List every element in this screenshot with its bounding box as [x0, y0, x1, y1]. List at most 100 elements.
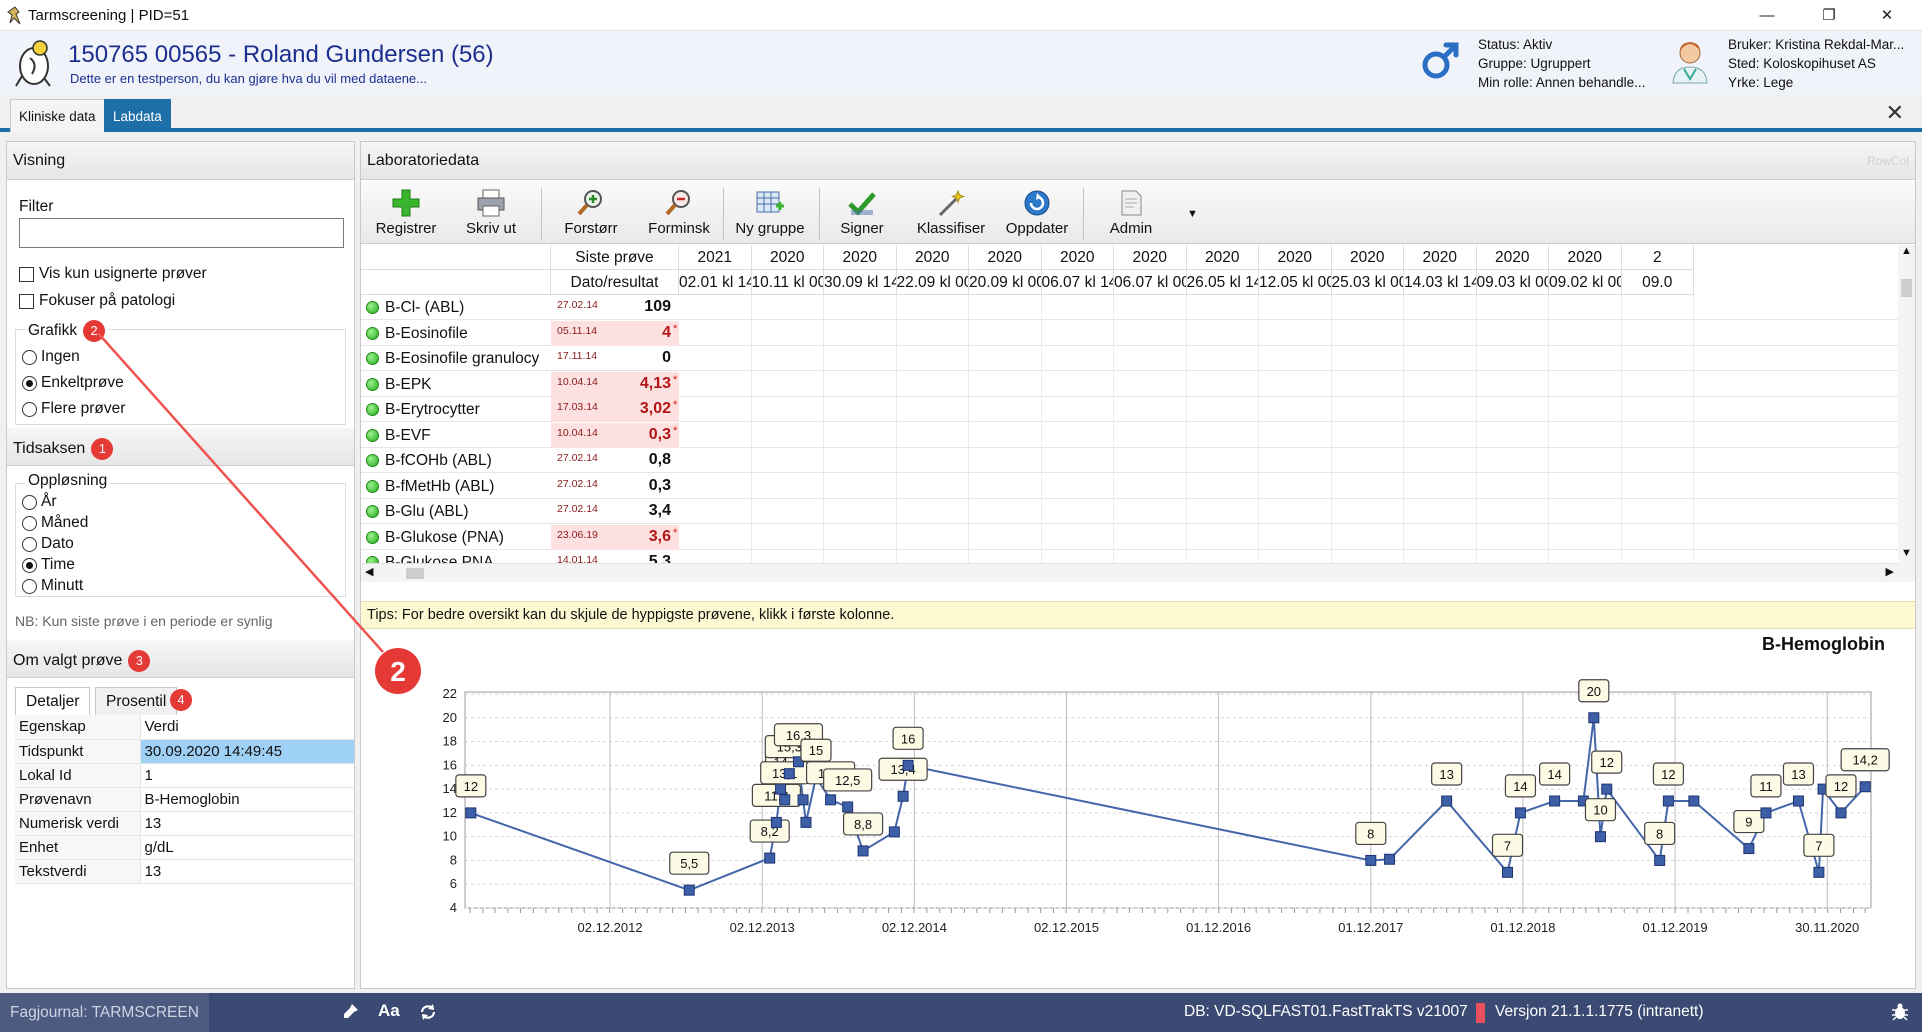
column-year[interactable]: 2021: [679, 245, 752, 270]
column-year[interactable]: 2020: [824, 245, 897, 270]
status-dot-icon[interactable]: [366, 530, 379, 544]
table-row[interactable]: Tidspunkt 30.09.2020 14:49:45: [15, 739, 354, 764]
opplosning-ar-radio[interactable]: [22, 495, 37, 510]
test-name[interactable]: B-Cl- (ABL): [385, 299, 465, 316]
column-year[interactable]: 2020: [1186, 245, 1259, 270]
sample-value[interactable]: 0: [662, 349, 671, 366]
status-dot-icon[interactable]: [366, 454, 379, 467]
prop-value[interactable]: 1: [140, 763, 354, 788]
column-date[interactable]: 06.07 kl 00: [1114, 270, 1187, 295]
column-date[interactable]: 12.05 kl 00: [1259, 270, 1332, 295]
patho-checkbox[interactable]: [19, 294, 34, 309]
toolbar-dropdown-icon[interactable]: ▼: [1187, 208, 1198, 220]
sample-value[interactable]: 109: [644, 298, 671, 315]
scroll-thumb[interactable]: [1901, 279, 1912, 297]
grafikk-ingen-radio[interactable]: [22, 350, 37, 365]
tab-kliniske-data[interactable]: Kliniske data: [10, 99, 105, 132]
status-dot-icon[interactable]: [366, 428, 379, 442]
sample-value[interactable]: 3,02: [639, 400, 671, 417]
column-date[interactable]: 02.01 kl 14: [679, 270, 752, 295]
close-tab-icon[interactable]: ✕: [1885, 100, 1904, 125]
opplosning-maned-radio[interactable]: [22, 516, 37, 531]
registrer-button[interactable]: Registrer: [371, 182, 441, 244]
column-year[interactable]: 2020: [1041, 245, 1114, 270]
sample-value[interactable]: 4,13: [639, 374, 671, 392]
test-name[interactable]: B-Erytrocytter: [385, 401, 480, 418]
grafikk-flere-radio[interactable]: [22, 402, 37, 417]
scroll-hthumb[interactable]: [406, 568, 424, 579]
status-dot-icon[interactable]: [366, 505, 379, 518]
table-row[interactable]: Lokal Id 1: [15, 763, 354, 788]
klassifiser-button[interactable]: Klassifiser: [909, 182, 993, 244]
table-row[interactable]: B-Cl- (ABL) 27.02.14 109: [361, 295, 1898, 320]
column-date[interactable]: 09.02 kl 00: [1549, 270, 1622, 295]
oppdater-button[interactable]: Oppdater: [999, 182, 1075, 244]
admin-button[interactable]: Admin: [1091, 182, 1171, 244]
test-name[interactable]: B-EPK: [385, 375, 432, 393]
prop-value[interactable]: g/dL: [140, 835, 354, 860]
opplosning-time-radio[interactable]: [22, 558, 37, 573]
table-row[interactable]: Enhet g/dL: [15, 835, 354, 860]
skriv-ut-button[interactable]: Skriv ut: [451, 182, 531, 244]
status-dot-icon[interactable]: [366, 403, 379, 416]
table-row[interactable]: B-Eosinofile granulocy 17.11.14 0: [361, 346, 1898, 371]
scroll-up-icon[interactable]: ▲: [1901, 245, 1912, 257]
filter-input[interactable]: [19, 218, 344, 248]
prop-value[interactable]: B-Hemoglobin: [140, 787, 354, 812]
column-date[interactable]: 10.11 kl 00: [751, 270, 824, 295]
sample-value[interactable]: 0,3: [648, 476, 671, 494]
status-dot-icon[interactable]: [366, 352, 379, 365]
test-name[interactable]: B-Glukose (PNA): [385, 528, 504, 546]
table-row[interactable]: B-EVF 10.04.14 0,3 *: [361, 422, 1898, 448]
opplosning-minutt-radio[interactable]: [22, 579, 37, 594]
signer-button[interactable]: Signer: [827, 182, 897, 244]
test-name[interactable]: B-Eosinofile: [385, 324, 468, 342]
table-row[interactable]: B-Glu (ABL) 27.02.14 3,4: [361, 499, 1898, 524]
test-name[interactable]: B-EVF: [385, 426, 431, 444]
table-row[interactable]: B-EPK 10.04.14 4,13 *: [361, 371, 1898, 397]
tab-prosentil[interactable]: Prosentil: [95, 687, 178, 715]
column-date[interactable]: 06.07 kl 14: [1041, 270, 1114, 295]
column-year[interactable]: 2020: [1404, 245, 1477, 270]
prop-value[interactable]: 13: [140, 811, 354, 836]
column-date[interactable]: 30.09 kl 14: [824, 270, 897, 295]
sample-value[interactable]: 3,4: [648, 502, 671, 519]
column-date[interactable]: 09.03 kl 00: [1476, 270, 1549, 295]
grafikk-enkeltprove-radio[interactable]: [22, 376, 37, 391]
column-year[interactable]: 2020: [1114, 245, 1187, 270]
test-name[interactable]: B-Eosinofile granulocy: [385, 350, 540, 367]
tab-detaljer[interactable]: Detaljer: [15, 687, 91, 715]
column-year[interactable]: 2020: [969, 245, 1042, 270]
column-date[interactable]: 22.09 kl 00: [896, 270, 969, 295]
column-year[interactable]: 2020: [1331, 245, 1404, 270]
scroll-left-icon[interactable]: ◀: [365, 566, 374, 578]
ny-gruppe-button[interactable]: Ny gruppe: [729, 182, 811, 244]
unsigned-checkbox[interactable]: [19, 267, 34, 282]
column-year[interactable]: 2020: [1549, 245, 1622, 270]
table-row[interactable]: Prøvenavn B-Hemoglobin: [15, 787, 354, 812]
sample-value[interactable]: 0,3: [648, 425, 671, 443]
sample-value[interactable]: 0,8: [648, 451, 671, 468]
prop-value[interactable]: 30.09.2020 14:49:45: [140, 739, 354, 764]
table-row[interactable]: Numerisk verdi 13: [15, 811, 354, 836]
test-name[interactable]: B-Glu (ABL): [385, 503, 469, 520]
column-year[interactable]: 2: [1621, 245, 1694, 270]
scroll-right-icon[interactable]: ▶: [1885, 566, 1894, 578]
sample-value[interactable]: 3,6: [648, 527, 671, 545]
pin-icon[interactable]: [340, 1002, 360, 1027]
window-close-button[interactable]: ✕: [1880, 7, 1894, 24]
tab-labdata[interactable]: Labdata: [104, 99, 171, 132]
journal-label[interactable]: Fagjournal: TARMSCREEN: [0, 993, 209, 1032]
column-year[interactable]: 2020: [751, 245, 824, 270]
scroll-down-icon[interactable]: ▼: [1901, 547, 1912, 559]
test-name[interactable]: B-fCOHb (ABL): [385, 452, 492, 469]
vertical-scrollbar[interactable]: ▲ ▼: [1898, 245, 1915, 582]
status-dot-icon[interactable]: [366, 326, 379, 340]
table-row[interactable]: B-fMetHb (ABL) 27.02.14 0,3: [361, 474, 1898, 499]
column-year[interactable]: 2020: [1476, 245, 1549, 270]
column-year[interactable]: 2020: [1259, 245, 1332, 270]
forstorr-button[interactable]: Forstørr: [551, 182, 631, 244]
refresh-status-icon[interactable]: [418, 1002, 438, 1027]
horizontal-scrollbar[interactable]: ◀ ▶: [361, 563, 1898, 582]
table-row[interactable]: B-Glukose (PNA) 23.06.19 3,6 *: [361, 524, 1898, 550]
